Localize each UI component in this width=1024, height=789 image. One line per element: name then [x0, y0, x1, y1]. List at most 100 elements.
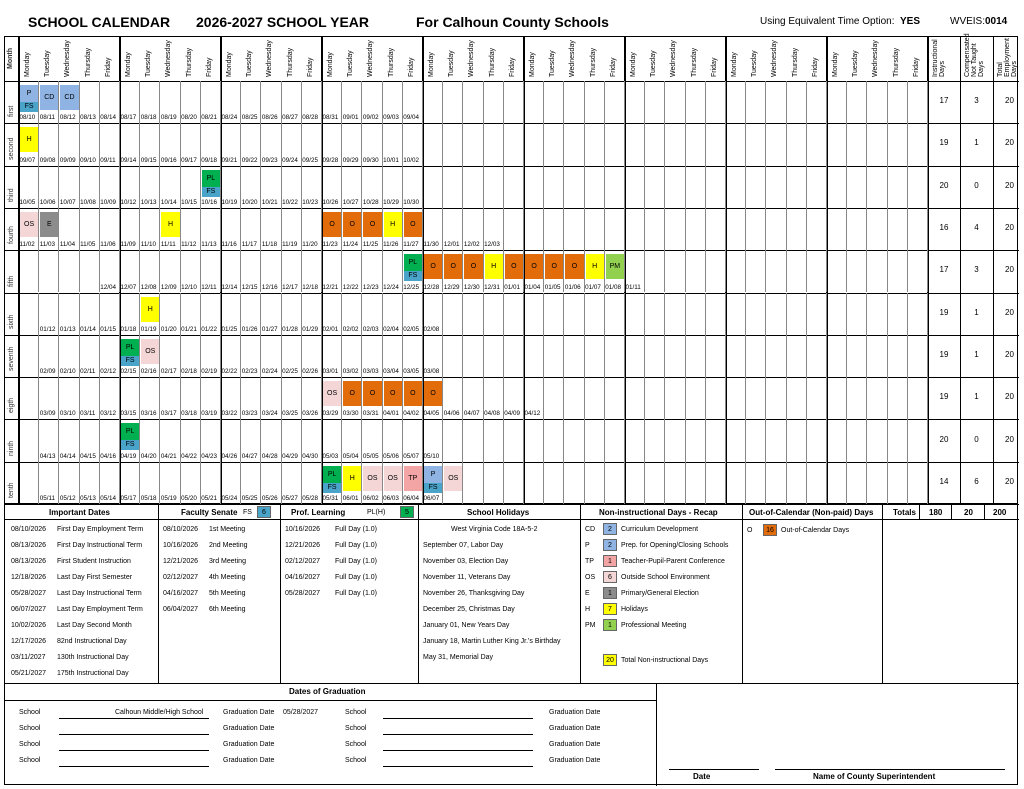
day-cell	[544, 165, 565, 208]
day-cell	[201, 377, 221, 420]
prof-learning-desc: Full Day (1.0)	[335, 574, 378, 581]
date-label: 04/14	[59, 452, 76, 460]
day-cell	[403, 123, 423, 166]
day-cell	[706, 207, 726, 251]
out-of-calendar-code: O	[747, 527, 753, 534]
prof-learning-date: 02/12/2027	[285, 558, 321, 565]
date-label: 05/12	[59, 495, 76, 502]
date-label: 09/01	[342, 114, 359, 122]
day-cell	[261, 461, 282, 504]
faculty-senate-title: Faculty Senate	[181, 508, 238, 517]
day-cell	[403, 292, 423, 335]
day-header: Tuesday	[145, 50, 153, 77]
date-label: 03/03	[362, 368, 379, 376]
day-cell	[463, 419, 484, 462]
day-cell	[504, 377, 524, 420]
faculty-senate-section	[159, 505, 281, 683]
day-cell	[19, 334, 40, 378]
date-label: 01/28	[282, 325, 298, 333]
date-label: 03/08	[423, 368, 440, 376]
day-cell	[322, 419, 343, 462]
day-cell	[261, 292, 282, 335]
day-cell	[100, 250, 120, 293]
date-label: 03/23	[241, 410, 258, 418]
date-label: 11/09	[120, 241, 136, 249]
graduation-school-label: School	[19, 741, 41, 748]
month-total: 20	[1005, 180, 1014, 190]
day-cell	[120, 250, 141, 293]
day-cell	[847, 123, 868, 166]
day-header: Tuesday	[650, 50, 658, 77]
prof-learning-code: PL(H)	[367, 509, 386, 516]
day-cell	[665, 461, 686, 504]
day-header: Wednesday	[872, 40, 880, 77]
day-code: PL	[121, 423, 140, 441]
day-cell	[241, 419, 262, 462]
totals-label: Totals	[893, 508, 916, 517]
day-code: FS	[121, 355, 140, 366]
date-label: 10/02	[403, 156, 420, 164]
day-cell	[282, 292, 302, 335]
day-cell	[201, 292, 221, 335]
month-row-divider	[5, 377, 1019, 379]
date-label: 09/02	[362, 114, 379, 122]
date-label: 06/07	[423, 495, 440, 502]
date-label: 09/30	[362, 156, 379, 164]
day-cell	[605, 377, 625, 420]
day-cell	[181, 292, 201, 335]
prof-learning-title: Prof. Learning	[291, 508, 346, 517]
day-cell	[524, 334, 545, 378]
day-cell	[585, 250, 605, 293]
day-cell	[201, 207, 221, 251]
day-cell	[726, 165, 747, 208]
date-label: 04/23	[201, 452, 218, 460]
day-cell	[443, 292, 464, 335]
faculty-senate-count: 6	[257, 506, 271, 518]
day-code: O	[545, 254, 564, 280]
day-cell	[888, 81, 908, 124]
day-header: Wednesday	[64, 40, 72, 77]
day-cell	[665, 207, 686, 251]
date-label: 08/20	[181, 114, 197, 122]
date-label: 09/23	[261, 156, 278, 164]
day-cell	[342, 207, 363, 251]
day-cell	[766, 292, 787, 335]
date-label: 03/05	[403, 368, 420, 376]
day-cell	[362, 419, 383, 462]
day-cell	[322, 461, 343, 504]
day-cell	[807, 334, 827, 378]
important-date: 05/21/2027	[11, 670, 47, 677]
date-label: 11/23	[322, 241, 338, 249]
date-label: 09/28	[322, 156, 339, 164]
important-date: 12/17/2026	[11, 638, 47, 645]
date-label: 05/20	[181, 495, 197, 502]
day-cell	[221, 250, 242, 293]
important-date: 06/07/2027	[11, 606, 47, 613]
date-label: 09/08	[39, 156, 56, 164]
date-label: 08/18	[140, 114, 157, 122]
month-name: third	[8, 188, 15, 202]
important-date-desc: First Day Instructional Term	[57, 542, 143, 549]
day-cell	[463, 165, 484, 208]
day-cell	[726, 250, 747, 293]
day-cell	[221, 207, 242, 251]
day-cell	[241, 81, 262, 124]
date-label: 04/15	[80, 452, 96, 460]
day-cell	[766, 461, 787, 504]
date-label: 11/26	[383, 241, 399, 249]
day-header: Friday	[609, 57, 617, 77]
day-code: O	[403, 381, 422, 407]
date-label: 10/15	[181, 198, 197, 206]
day-cell	[686, 377, 706, 420]
day-cell	[423, 207, 444, 251]
out-of-calendar-count: 16	[763, 524, 777, 536]
day-cell	[585, 334, 605, 378]
date-label: 12/18	[302, 283, 319, 291]
date-label: 12/21	[322, 283, 339, 291]
day-cell	[686, 292, 706, 335]
date-label: 11/13	[201, 241, 217, 249]
date-label: 11/16	[221, 241, 237, 249]
day-cell	[261, 419, 282, 462]
date-label: 08/11	[39, 114, 55, 122]
day-cell	[80, 334, 100, 378]
